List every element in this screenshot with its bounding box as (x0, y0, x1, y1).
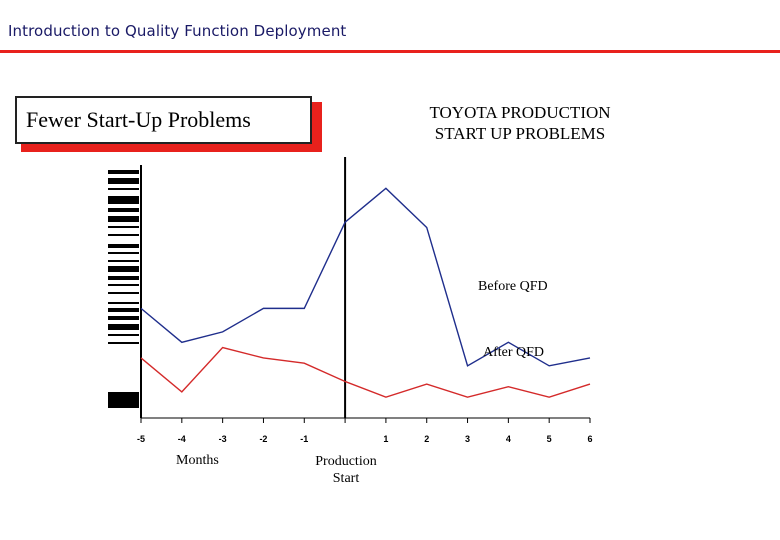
x-axis-label: Months (176, 453, 219, 468)
box-title: Fewer Start-Up Problems (26, 107, 251, 132)
title-box: Fewer Start-Up Problems (15, 96, 312, 144)
y-axis-tick-band (108, 276, 139, 280)
y-axis-tick-band (108, 292, 139, 294)
heading-line-2: START UP PROBLEMS (434, 124, 606, 143)
x-tick-label: 5 (547, 434, 552, 444)
heading-line-1: TOYOTA PRODUCTION (429, 103, 611, 122)
series-line-before-qfd (140, 187, 591, 367)
y-axis-tick-band (108, 284, 139, 286)
legend-before-qfd: Before QFD (478, 279, 548, 294)
header-rule (0, 50, 780, 53)
y-axis-tick-band (108, 178, 139, 184)
y-axis-tick-band (108, 302, 139, 304)
series-line-after-qfd (140, 346, 591, 398)
legend-after-qfd: After QFD (483, 345, 545, 360)
y-axis-tick-band (108, 392, 139, 408)
x-tick-label: -1 (300, 434, 308, 444)
production-start-text: Production Start (315, 454, 377, 486)
production-start-label: Production Start (306, 453, 386, 487)
header-title: Introduction to Quality Function Deploym… (8, 22, 347, 40)
y-axis-tick-band (108, 308, 139, 312)
x-tick-label: -3 (219, 434, 227, 444)
x-tick-label: -2 (259, 434, 267, 444)
y-axis-tick-band (108, 244, 139, 248)
y-axis-tick-band (108, 334, 139, 336)
y-axis-tick-band (108, 216, 139, 222)
x-tick-label: 6 (587, 434, 592, 444)
x-tick-label: 3 (465, 434, 470, 444)
x-tick-label: -5 (137, 434, 145, 444)
y-axis-tick-band (108, 234, 139, 236)
x-tick-label: 1 (383, 434, 388, 444)
x-tick-label: 4 (506, 434, 511, 444)
x-tick-label: 2 (424, 434, 429, 444)
x-tick-label: -4 (178, 434, 186, 444)
y-axis-tick-band (108, 226, 139, 228)
y-axis-tick-band (108, 342, 139, 344)
y-axis-tick-band (108, 266, 139, 272)
y-axis-tick-band (108, 188, 139, 190)
y-axis-tick-band (108, 252, 139, 254)
y-axis-tick-band (108, 208, 139, 212)
y-axis-tick-band (108, 196, 139, 204)
y-axis-tick-band (108, 260, 139, 262)
y-axis-tick-band (108, 316, 139, 320)
chart-heading: TOYOTA PRODUCTION START UP PROBLEMS (400, 102, 640, 144)
y-axis-tick-band (108, 170, 139, 174)
y-axis-tick-band (108, 324, 139, 330)
